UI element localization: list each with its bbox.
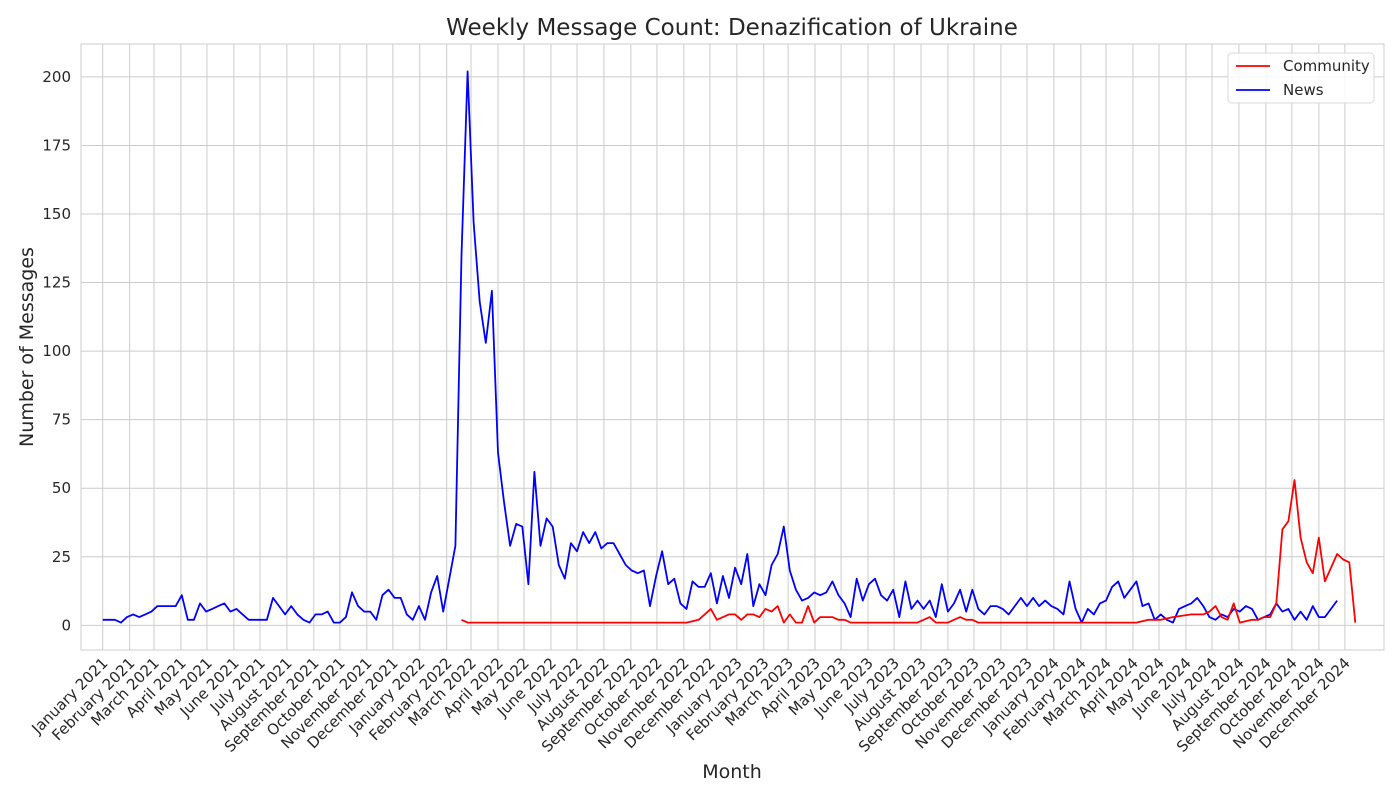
y-tick-label: 125 [42, 274, 71, 292]
y-tick-labels: 0 25 50 75 100 125 150 175 200 [42, 68, 71, 634]
legend: Community News [1227, 52, 1375, 104]
y-tick-label: 0 [61, 616, 71, 634]
y-axis-title: Number of Messages [16, 247, 38, 447]
y-tick-label: 25 [52, 548, 71, 566]
series-line-community [461, 479, 1357, 624]
y-tick-label: 100 [42, 342, 71, 360]
legend-label-news: News [1283, 81, 1324, 99]
legend-label-community: Community [1283, 57, 1370, 75]
y-tick-label: 200 [42, 68, 71, 86]
chart-title: Weekly Message Count: Denazification of … [446, 15, 1018, 41]
x-axis-title: Month [702, 761, 762, 783]
y-tick-label: 50 [52, 479, 71, 497]
series-layer [102, 70, 1357, 624]
y-tick-label: 150 [42, 205, 71, 223]
y-tick-label: 175 [42, 136, 71, 154]
series-line-news [102, 70, 1338, 624]
y-tick-label: 75 [52, 411, 71, 429]
plot-area [80, 43, 1385, 651]
y-gridlines [81, 76, 1384, 626]
